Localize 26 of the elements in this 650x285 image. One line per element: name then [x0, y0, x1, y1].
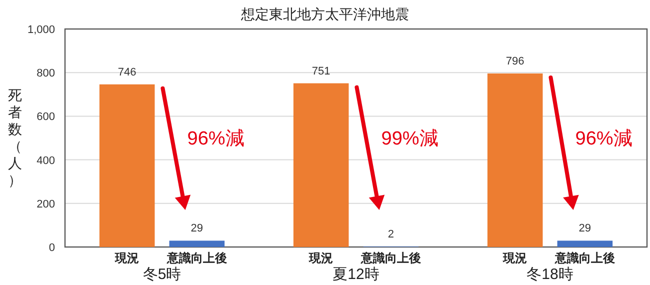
- x-tick-label: 意識向上後: [360, 251, 421, 265]
- data-label: 746: [118, 66, 136, 78]
- y-tick-label: 800: [36, 68, 55, 80]
- x-tick-label: 意識向上後: [554, 251, 615, 265]
- annotation: 96%減: [187, 128, 244, 150]
- y-tick-label: 600: [36, 111, 55, 124]
- data-label: 29: [578, 222, 592, 235]
- data-label: 29: [190, 222, 204, 235]
- y-tick-label: 400: [36, 154, 55, 167]
- y-tick-label: 200: [36, 198, 55, 210]
- x-tick-label: 現況: [502, 251, 528, 265]
- y-axis-title: 死者数（人）: [8, 87, 22, 188]
- y-tick-label: 0: [48, 242, 55, 254]
- x-tick-label: 意識向上後: [166, 251, 227, 265]
- y-tick-label: 1,000: [27, 24, 55, 36]
- x-tick-label: 現況: [114, 251, 140, 265]
- data-label: 2: [388, 228, 394, 241]
- chart-title: 想定東北地方太平洋沖地震: [240, 6, 409, 22]
- text: 冬5時: [142, 266, 182, 283]
- text: 夏12時: [332, 266, 380, 283]
- x-tick-label: 現況: [308, 251, 334, 265]
- annotation: 96%減: [575, 128, 632, 150]
- text: 冬18時: [526, 266, 574, 283]
- annotation: 99%減: [381, 128, 438, 150]
- data-label: 796: [506, 55, 524, 68]
- data-label: 751: [312, 65, 330, 78]
